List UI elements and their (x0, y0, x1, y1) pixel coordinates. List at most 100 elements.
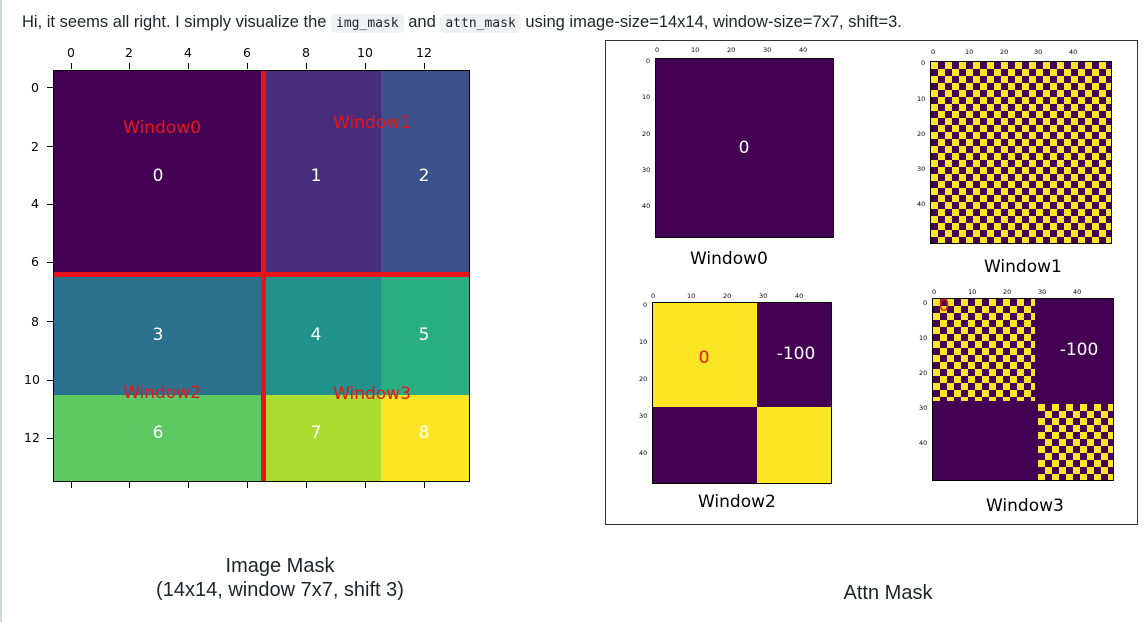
mini-y-tick: 30 (639, 412, 648, 420)
mini-x-tick: 10 (965, 48, 974, 56)
attn-window1: 0 10 20 30 40 0 10 20 30 40 Window1 (886, 41, 1136, 281)
window-label-0: Window0 (123, 118, 201, 138)
mini-x-tick: 30 (1038, 288, 1047, 296)
mini-y-tick: 10 (639, 338, 648, 346)
x-tick-label: 6 (243, 45, 251, 60)
attn-window1-matrix (930, 61, 1112, 244)
mini-x-tick: 20 (723, 292, 732, 300)
region-label-4: 4 (310, 325, 322, 345)
attn-window3-zero: 0 (938, 296, 950, 316)
mini-y-tick: 0 (921, 59, 926, 67)
attn-window2-zero: 0 (698, 348, 710, 368)
region-label-0: 0 (152, 166, 164, 186)
window-label-3: Window3 (333, 384, 411, 404)
image-mask-caption: Image Mask (14x14, window 7x7, shift 3) (120, 554, 440, 602)
attn-mask-panel: 0 10 20 30 40 0 10 20 30 40 0 Window0 0 … (605, 40, 1138, 525)
attn-window0-label: Window0 (690, 249, 768, 269)
intro-suffix: using image-size=14x14, window-size=7x7,… (520, 13, 902, 31)
mini-x-tick: 0 (655, 46, 660, 54)
region-label-8: 8 (418, 423, 430, 443)
x-tick-label: 0 (67, 45, 75, 60)
region-1 (264, 71, 381, 275)
caption-line-2: (14x14, window 7x7, shift 3) (156, 579, 404, 601)
mini-y-tick: 10 (919, 334, 928, 342)
y-tick-label: 8 (31, 314, 39, 329)
mini-x-tick: 0 (932, 288, 937, 296)
region-0 (54, 71, 264, 275)
attn-mask-caption: Attn Mask (843, 582, 933, 604)
mini-x-tick: 30 (763, 46, 772, 54)
window-label-1: Window1 (333, 113, 411, 133)
region-label-5: 5 (418, 325, 430, 345)
x-tick-label: 2 (125, 45, 133, 60)
attn-window3-masked: -100 (1059, 340, 1099, 360)
region-6 (54, 395, 264, 481)
intro-text: Hi, it seems all right. I simply visuali… (22, 13, 902, 33)
attn-window2-matrix (652, 302, 832, 484)
region-8 (381, 395, 469, 481)
attn-window2-block-br (757, 407, 831, 483)
mini-x-tick: 0 (651, 292, 656, 300)
y-tick-label: 0 (31, 80, 39, 95)
region-7 (264, 395, 381, 481)
window-label-2: Window2 (123, 383, 201, 403)
mini-x-tick: 10 (968, 288, 977, 296)
mini-y-tick: 10 (917, 95, 926, 103)
attn-window2-block-bl (653, 407, 757, 483)
y-tick-label: 12 (24, 430, 40, 445)
y-tick-label: 4 (31, 196, 39, 211)
mini-y-tick: 40 (917, 200, 926, 208)
image-mask-plot: 0 1 2 3 4 5 6 7 8 Window0 Window1 Window… (53, 70, 470, 482)
region-label-6: 6 (152, 423, 164, 443)
mini-x-tick: 40 (1073, 288, 1082, 296)
mini-x-tick: 40 (1069, 48, 1078, 56)
window-divider-horizontal (54, 272, 469, 277)
mini-y-tick: 40 (642, 202, 651, 210)
comment-border (0, 0, 2, 622)
region-3 (54, 275, 264, 395)
x-tick-label: 10 (357, 45, 373, 60)
attn-window3: 0 10 20 30 40 0 10 20 30 40 0 -100 Windo… (886, 286, 1136, 524)
attn-window2-label: Window2 (698, 492, 776, 512)
attn-window0-value: 0 (738, 138, 750, 158)
attn-window3-matrix (932, 298, 1114, 481)
mini-x-tick: 20 (727, 46, 736, 54)
region-5 (381, 275, 469, 395)
mini-y-tick: 0 (923, 299, 928, 307)
region-label-7: 7 (310, 423, 322, 443)
mini-y-tick: 0 (646, 57, 651, 65)
y-tick-label: 6 (31, 254, 39, 269)
region-label-1: 1 (310, 166, 322, 186)
y-tick-label: 2 (31, 139, 39, 154)
attn-window2-block-tr (757, 303, 831, 407)
mini-y-tick: 20 (642, 130, 651, 138)
attn-window0-matrix (655, 58, 834, 238)
region-label-2: 2 (418, 166, 430, 186)
x-tick-label: 12 (416, 45, 432, 60)
intro-prefix: Hi, it seems all right. I simply visuali… (22, 13, 332, 31)
attn-window1-label: Window1 (984, 257, 1062, 277)
mini-y-tick: 40 (919, 439, 928, 447)
mini-x-tick: 10 (687, 292, 696, 300)
mini-y-tick: 30 (917, 165, 926, 173)
mini-x-tick: 20 (1003, 288, 1012, 296)
mini-y-tick: 30 (642, 166, 651, 174)
mini-y-tick: 0 (643, 301, 648, 309)
code-img-mask: img_mask (331, 14, 404, 33)
mini-x-tick: 20 (1000, 48, 1009, 56)
mini-y-tick: 20 (639, 375, 648, 383)
mini-x-tick: 0 (931, 48, 936, 56)
mini-y-tick: 20 (919, 369, 928, 377)
mini-x-tick: 10 (691, 46, 700, 54)
attn-window2-block-tl (653, 303, 757, 407)
region-2 (381, 71, 469, 275)
y-tick-label: 10 (24, 372, 40, 387)
mini-y-tick: 30 (919, 404, 928, 412)
attn-window3-checker-br (1038, 404, 1113, 480)
intro-middle: and (403, 13, 441, 31)
code-attn-mask: attn_mask (440, 14, 521, 33)
region-label-3: 3 (152, 325, 164, 345)
mini-x-tick: 40 (799, 46, 808, 54)
x-tick-label: 8 (302, 45, 310, 60)
mini-x-tick: 30 (1034, 48, 1043, 56)
